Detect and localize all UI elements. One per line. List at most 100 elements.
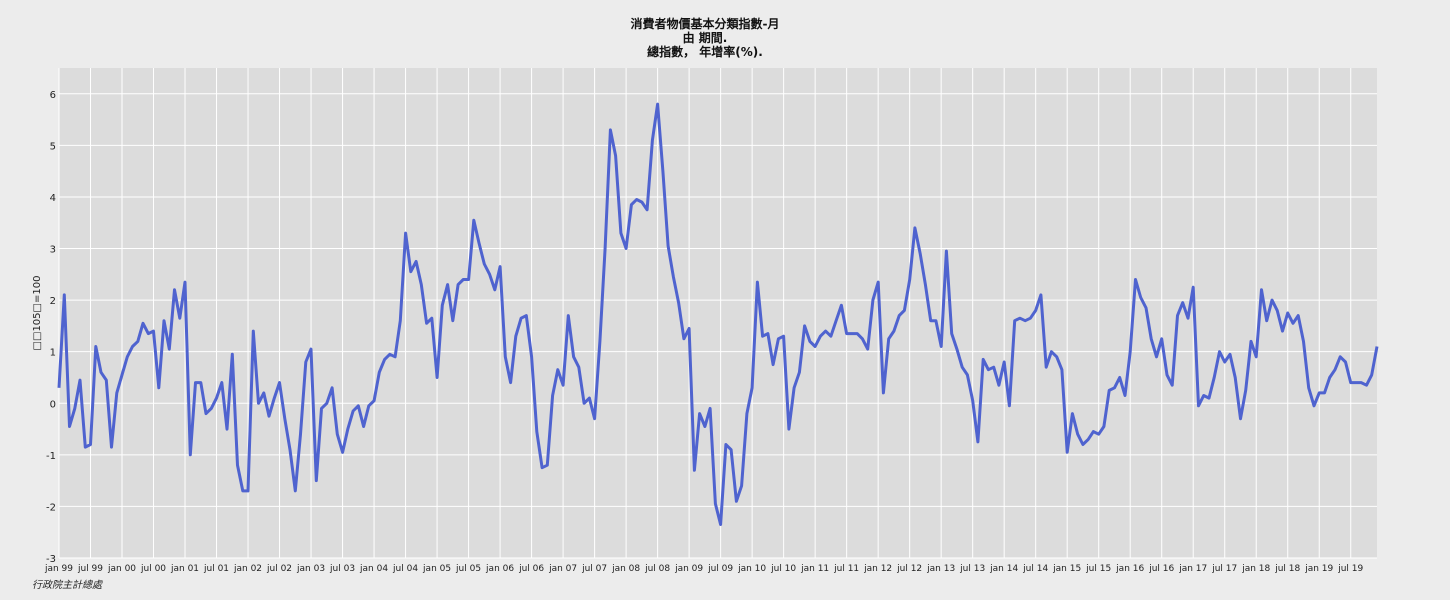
x-tick-label: jan 07 <box>548 564 577 574</box>
data-point <box>1034 309 1037 312</box>
data-point <box>472 219 475 222</box>
data-point <box>730 448 733 451</box>
data-point <box>446 283 449 286</box>
data-point <box>934 319 937 322</box>
data-point <box>184 281 187 284</box>
data-point <box>1265 319 1268 322</box>
data-point <box>79 379 82 382</box>
data-point <box>63 293 66 296</box>
y-tick-label: -3 <box>46 554 56 565</box>
x-tick-label: jul 11 <box>833 564 859 574</box>
data-point <box>425 322 428 325</box>
x-tick-label: jul 04 <box>392 564 418 574</box>
data-point <box>388 353 391 356</box>
data-point <box>1165 373 1168 376</box>
data-point <box>735 500 738 503</box>
data-point <box>89 443 92 446</box>
x-tick-label: jan 16 <box>1115 564 1144 574</box>
data-point <box>772 363 775 366</box>
data-point <box>1328 376 1331 379</box>
data-point <box>236 464 239 467</box>
x-tick-label: jan 06 <box>485 564 514 574</box>
data-point <box>625 247 628 250</box>
series-line <box>57 102 1379 526</box>
data-point <box>1013 319 1016 322</box>
data-point <box>1255 355 1258 358</box>
data-point <box>336 433 339 436</box>
x-tick-label: jul 09 <box>707 564 733 574</box>
chart-title-line-3: 總指數， 年增率(%). <box>647 45 763 59</box>
data-point <box>745 412 748 415</box>
data-point <box>609 128 612 131</box>
data-point <box>1270 299 1273 302</box>
data-point <box>1071 412 1074 415</box>
data-point <box>866 348 869 351</box>
data-point <box>373 399 376 402</box>
data-point <box>803 324 806 327</box>
data-point <box>115 391 118 394</box>
data-point <box>1102 425 1105 428</box>
data-point <box>383 358 386 361</box>
data-point <box>1244 389 1247 392</box>
data-point <box>714 502 717 505</box>
data-point <box>226 428 229 431</box>
data-point <box>577 366 580 369</box>
data-point <box>362 425 365 428</box>
data-point <box>1202 394 1205 397</box>
data-point <box>278 381 281 384</box>
data-point <box>677 301 680 304</box>
data-point <box>856 332 859 335</box>
x-tick-label: jul 06 <box>518 564 544 574</box>
x-tick-label: jul 17 <box>1211 564 1237 574</box>
chart-title-line-1: 消費者物價基本分類指數-月 <box>630 17 780 31</box>
data-point <box>1302 340 1305 343</box>
x-tick-label: jan 99 <box>44 564 73 574</box>
data-point <box>656 103 659 106</box>
data-point <box>1150 337 1153 340</box>
data-point <box>1160 337 1163 340</box>
data-point <box>640 201 643 204</box>
data-point <box>572 355 575 358</box>
data-point <box>520 317 523 320</box>
data-point <box>404 232 407 235</box>
data-point <box>241 489 244 492</box>
data-point <box>961 366 964 369</box>
data-point <box>1323 391 1326 394</box>
plot-background <box>59 68 1377 558</box>
y-tick-label: 6 <box>50 90 56 101</box>
data-point <box>378 371 381 374</box>
data-point <box>451 319 454 322</box>
data-point <box>173 288 176 291</box>
data-point <box>835 319 838 322</box>
data-point <box>1024 319 1027 322</box>
data-point <box>1181 301 1184 304</box>
data-point <box>966 373 969 376</box>
data-point <box>142 322 145 325</box>
x-tick-label: jan 00 <box>107 564 136 574</box>
data-point <box>1318 391 1321 394</box>
data-point <box>593 417 596 420</box>
data-point <box>220 381 223 384</box>
x-tick-label: jan 18 <box>1241 564 1270 574</box>
data-point <box>541 466 544 469</box>
data-point <box>1008 404 1011 407</box>
data-point <box>1029 317 1032 320</box>
x-tick-label: jan 04 <box>359 564 388 574</box>
data-point <box>992 366 995 369</box>
data-point <box>1092 430 1095 433</box>
x-tick-label: jan 01 <box>170 564 199 574</box>
data-point <box>871 299 874 302</box>
data-point <box>152 330 155 333</box>
x-tick-label: jul 16 <box>1148 564 1174 574</box>
data-point <box>168 348 171 351</box>
y-axis-label: □□105□=100 <box>32 276 43 351</box>
data-point <box>341 451 344 454</box>
data-point <box>976 440 979 443</box>
x-axis-ticks: jan 99 jul 99 jan 00 jul 00 jan 01 jul 01 jan … <box>44 564 1364 574</box>
data-point <box>667 244 670 247</box>
data-point <box>68 425 71 428</box>
data-point <box>1113 386 1116 389</box>
data-point <box>1286 312 1289 315</box>
y-tick-label: 1 <box>50 348 56 359</box>
